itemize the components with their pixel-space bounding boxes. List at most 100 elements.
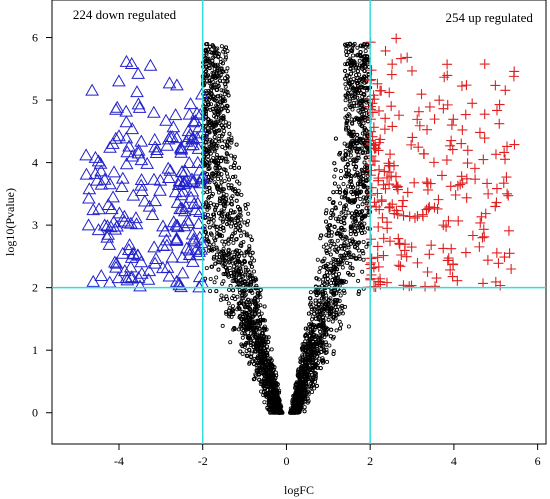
ns-point	[355, 242, 360, 247]
ns-point	[243, 270, 248, 275]
ns-point	[346, 252, 351, 257]
ns-point	[213, 75, 218, 80]
ns-point	[342, 195, 347, 200]
ns-point	[308, 302, 313, 307]
up-point	[383, 158, 394, 169]
ns-point	[357, 146, 362, 151]
ns-point	[272, 378, 277, 383]
up-point	[479, 231, 490, 242]
ns-point	[324, 313, 329, 318]
ns-point	[350, 120, 355, 125]
ns-point	[217, 199, 222, 204]
ns-point	[339, 225, 344, 230]
x-tick-label: 2	[367, 454, 373, 468]
down-point	[186, 232, 201, 245]
ns-point	[234, 274, 239, 279]
y-axis-label: log10(Pvalue)	[3, 188, 17, 256]
ns-point	[240, 262, 245, 267]
ns-point	[349, 179, 354, 184]
ns-point	[217, 139, 222, 144]
ns-point	[208, 107, 213, 112]
down-point	[162, 76, 177, 89]
down-point	[149, 251, 163, 264]
ns-point	[227, 259, 232, 264]
up-point	[479, 59, 490, 70]
ns-point	[239, 321, 244, 326]
down-point	[169, 231, 184, 244]
ns-point	[209, 143, 214, 148]
ns-point	[237, 306, 242, 311]
ns-point	[328, 334, 333, 339]
ns-point	[207, 148, 212, 153]
down-point	[111, 271, 126, 284]
ns-point	[363, 196, 368, 201]
ns-point	[215, 65, 220, 70]
ns-point	[352, 244, 357, 249]
ns-point	[309, 379, 314, 384]
ns-point	[338, 150, 343, 155]
ns-point	[331, 349, 336, 354]
ns-point	[228, 270, 233, 275]
up-point	[494, 99, 505, 110]
ns-point	[262, 318, 267, 323]
ns-point	[358, 178, 363, 183]
ns-point	[221, 202, 226, 207]
ns-point	[220, 79, 225, 84]
ns-point	[296, 369, 301, 374]
ns-point	[337, 214, 342, 219]
ns-point	[359, 123, 364, 128]
ns-point	[234, 216, 239, 221]
ns-point	[334, 328, 339, 333]
ns-point	[269, 374, 274, 379]
ns-point	[242, 220, 247, 225]
ns-point	[252, 376, 257, 381]
ns-point	[211, 202, 216, 207]
ns-point	[314, 288, 319, 293]
ns-point	[358, 54, 363, 59]
ns-point	[338, 258, 343, 263]
down-point	[182, 155, 197, 168]
up-point	[406, 280, 417, 291]
ns-point	[332, 174, 337, 179]
ns-point	[327, 247, 332, 252]
ns-point	[215, 67, 220, 72]
ns-point	[217, 78, 222, 83]
ns-point	[299, 346, 304, 351]
down-point	[125, 122, 140, 135]
up-point	[384, 160, 395, 171]
up-point	[442, 70, 453, 81]
ns-point	[221, 99, 226, 104]
down-point	[148, 194, 162, 207]
up-point	[509, 139, 520, 150]
down-point	[185, 254, 200, 267]
down-point	[97, 218, 112, 231]
ns-point	[364, 201, 369, 206]
ns-point	[205, 148, 210, 153]
ns-point	[323, 211, 328, 216]
ns-point	[216, 54, 221, 59]
ns-point	[297, 375, 302, 380]
ns-point	[212, 135, 217, 140]
ns-point	[213, 143, 218, 148]
ns-point	[203, 229, 208, 234]
up-point	[420, 281, 431, 292]
ns-point	[248, 331, 253, 336]
down-point	[174, 142, 189, 155]
down-point	[88, 166, 103, 179]
ns-point	[334, 312, 339, 317]
ns-point	[207, 189, 212, 194]
up-point	[418, 211, 429, 222]
ns-point	[204, 201, 209, 206]
ns-point	[319, 233, 324, 238]
up-point	[503, 190, 514, 201]
ns-point	[224, 311, 229, 316]
down-point	[182, 243, 197, 256]
ns-point	[234, 142, 239, 147]
ns-point	[351, 138, 356, 143]
ns-point	[355, 185, 360, 190]
ns-point	[209, 264, 214, 269]
ns-point	[209, 139, 214, 144]
ns-point	[216, 110, 221, 115]
ns-point	[318, 366, 323, 371]
ns-point	[343, 76, 348, 81]
